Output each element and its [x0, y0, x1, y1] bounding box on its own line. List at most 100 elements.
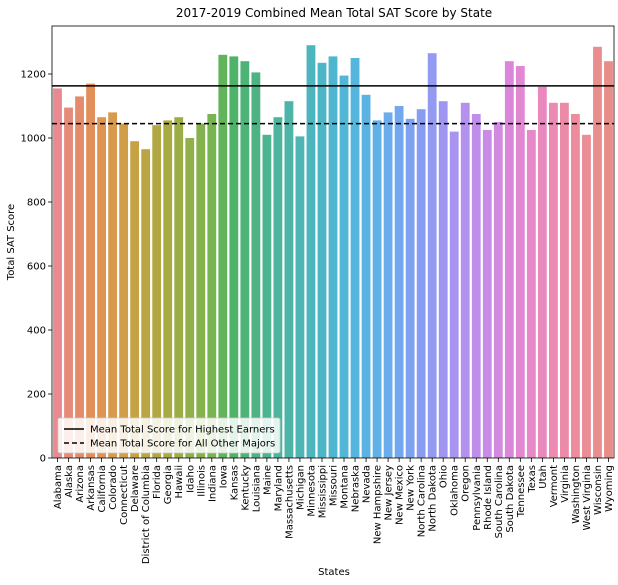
bar-connecticut [119, 123, 129, 458]
x-tick-label: West Virginia [582, 465, 593, 530]
bar-oklahoma [449, 131, 459, 458]
bar-wyoming [604, 61, 613, 458]
bar-idaho [185, 138, 195, 458]
x-tick-label: Tennessee [516, 465, 527, 518]
bar-oregon [460, 102, 470, 459]
x-tick-label: Wyoming [604, 465, 615, 512]
x-tick-label: Illinois [196, 465, 207, 497]
bar-maine [262, 134, 272, 459]
bar-california [97, 117, 106, 458]
y-axis-label: Total SAT Score [6, 204, 17, 281]
bar-south-dakota [504, 61, 514, 458]
y-tick-label: 1000 [21, 134, 46, 145]
x-tick-label: Kansas [229, 465, 240, 500]
bar-alaska [64, 107, 73, 458]
x-tick-label: New Hampshire [373, 465, 384, 544]
plot-frame [51, 25, 615, 459]
x-tick-label: New Jersey [384, 465, 395, 521]
bar-new-jersey [383, 112, 393, 459]
x-tick-label: Alabama [53, 465, 64, 509]
bar-louisiana [251, 72, 261, 459]
x-tick-label: New Mexico [395, 465, 406, 525]
x-axis-label: States [318, 567, 350, 578]
bar-nebraska [350, 58, 360, 458]
x-tick-label: Hawaii [174, 465, 185, 499]
bar-massachusetts [284, 101, 294, 458]
bar-georgia [163, 120, 173, 459]
bar-florida [152, 125, 162, 458]
bar-new-hampshire [372, 120, 382, 459]
x-tick-label: Iowa [218, 465, 229, 488]
bar-texas [526, 130, 536, 458]
x-tick-label: North Dakota [428, 465, 439, 532]
legend: Mean Total Score for Highest Earners Mean… [57, 417, 281, 454]
y-tick-label: 200 [27, 390, 46, 401]
bar-mississippi [317, 62, 327, 459]
bar-new-york [405, 118, 415, 459]
x-tick-label: Idaho [185, 465, 196, 493]
y-tick-label: 800 [27, 198, 46, 209]
bar-wisconsin [593, 46, 602, 459]
x-tick-label: Indiana [207, 465, 218, 502]
bar-colorado [108, 112, 118, 459]
x-tick-label: Kentucky [240, 465, 251, 511]
x-tick-label: Maryland [273, 465, 284, 511]
bar-north-dakota [427, 53, 437, 458]
y-tick-label: 600 [27, 262, 46, 273]
bar-south-carolina [493, 122, 503, 458]
bar-washington [571, 114, 580, 458]
bar-kansas [229, 56, 239, 459]
x-tick-label: Florida [152, 465, 163, 499]
bar-rhode-island [482, 130, 492, 458]
bar-maryland [273, 117, 283, 458]
reference-lines-layer [52, 85, 614, 125]
bar-tennessee [515, 66, 525, 458]
x-axis: Alabama Alaska Arizona Arkansas California Co… [53, 458, 615, 564]
x-tick-label: Alaska [64, 465, 75, 498]
x-tick-label: Colorado [108, 465, 119, 510]
bar-virginia [560, 102, 569, 459]
x-tick-label: California [97, 465, 108, 513]
x-tick-label: Massachusetts [284, 465, 295, 539]
x-tick-label: South Dakota [505, 465, 516, 533]
x-tick-label: Nevada [362, 465, 373, 503]
legend-box [57, 417, 281, 454]
legend-label: Mean Total Score for Highest Earners [90, 425, 275, 436]
bar-west-virginia [582, 134, 591, 459]
y-axis: 0 200 400 600 800 1000 1200 [21, 70, 52, 465]
x-tick-label: Oklahoma [450, 465, 461, 516]
x-tick-label: Michigan [295, 465, 306, 510]
bar-iowa [218, 54, 228, 459]
bar-kentucky [240, 61, 250, 458]
x-tick-label: Vermont [549, 465, 560, 507]
x-tick-label: Arizona [75, 465, 86, 503]
x-tick-label: Missouri [329, 465, 340, 506]
x-tick-label: Texas [527, 465, 538, 494]
x-tick-label: Utah [538, 465, 549, 489]
x-tick-label: Louisiana [251, 465, 262, 512]
bar-new-mexico [394, 106, 404, 458]
x-tick-label: Maine [262, 465, 273, 495]
bar-arkansas [86, 83, 95, 458]
bar-vermont [548, 102, 558, 459]
x-tick-label: Delaware [130, 465, 141, 512]
bar-arizona [75, 96, 84, 459]
legend-label: Mean Total Score for All Other Majors [90, 439, 275, 450]
bar-hawaii [174, 117, 184, 458]
x-tick-label: North Carolina [417, 465, 428, 537]
x-tick-label: Rhode Island [483, 465, 494, 530]
y-tick-label: 1200 [21, 70, 46, 81]
bar-ohio [438, 101, 448, 458]
bar-missouri [328, 56, 338, 459]
y-tick-label: 400 [27, 326, 46, 337]
bar-michigan [295, 136, 305, 458]
x-tick-label: Virginia [560, 465, 571, 503]
bar-north-carolina [416, 109, 426, 458]
x-tick-label: Pennsylvania [472, 465, 483, 531]
x-tick-label: Washington [571, 465, 582, 524]
x-tick-label: Ohio [439, 465, 450, 488]
x-tick-label: Oregon [461, 465, 472, 502]
x-tick-label: South Carolina [494, 465, 505, 538]
